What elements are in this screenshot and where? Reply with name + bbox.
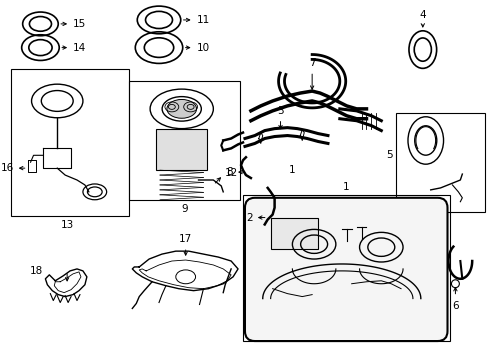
Bar: [11, 69, 129, 216]
Text: 18: 18: [30, 266, 43, 276]
Text: 9: 9: [181, 204, 187, 214]
FancyBboxPatch shape: [244, 198, 447, 341]
Text: 7: 7: [308, 58, 315, 68]
Text: 8: 8: [226, 167, 233, 177]
Text: 4: 4: [419, 10, 425, 20]
Bar: [129, 81, 240, 200]
Text: 13: 13: [61, 220, 74, 230]
Text: 17: 17: [179, 234, 192, 244]
Bar: [156, 129, 207, 170]
Text: 5: 5: [386, 150, 392, 160]
Text: 12: 12: [225, 168, 238, 178]
Bar: [243, 195, 449, 341]
Text: 3: 3: [277, 106, 283, 116]
Bar: [270, 217, 317, 249]
Text: 14: 14: [73, 42, 86, 53]
Text: 1: 1: [342, 182, 348, 192]
Text: 10: 10: [196, 42, 209, 53]
Text: 6: 6: [451, 301, 458, 311]
Text: 16: 16: [0, 163, 14, 173]
Bar: [395, 113, 484, 212]
Text: 2: 2: [246, 212, 252, 222]
Ellipse shape: [166, 99, 196, 118]
Text: 11: 11: [196, 15, 209, 25]
Text: 1: 1: [288, 165, 295, 175]
Text: 15: 15: [73, 19, 86, 29]
